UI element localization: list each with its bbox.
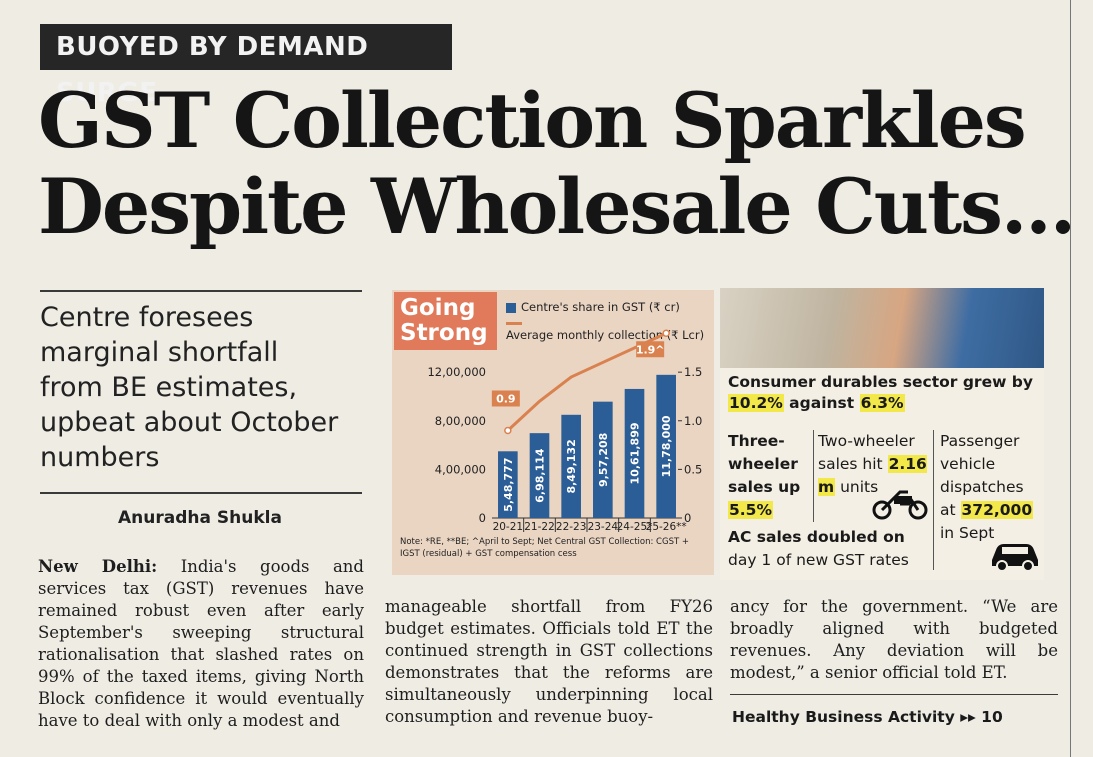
bar-23-24 [593, 401, 613, 518]
legend-bars: Centre's share in GST (₹ cr) [506, 300, 680, 314]
passenger-pre: Passenger vehicle dispatches at [940, 432, 1024, 519]
bar-20-21 [498, 451, 518, 518]
divider-1 [813, 430, 814, 522]
category-label: 25-26** [646, 521, 687, 533]
legend-bar-swatch [506, 302, 516, 313]
chart-plot: 0 4,00,000 8,00,000 12,00,000 0 0.5 1.0 1.5 5,48… [427, 329, 702, 533]
category-label: 24-25* [617, 521, 653, 533]
left-tick-label: 12,00,000 [427, 365, 486, 379]
passenger-value: 372,000 [960, 501, 1034, 519]
page-edge [1070, 0, 1071, 757]
growth-a: 10.2% [728, 394, 784, 412]
shopping-photo [720, 288, 1044, 368]
bar-value-label: 6,98,114 [534, 448, 547, 503]
bar-24-25 [624, 388, 645, 518]
bar-21-22 [529, 433, 550, 518]
durables-headline: Consumer durables sector grew by 10.2% a… [728, 372, 1038, 414]
chart-logo: Going Strong [394, 292, 497, 350]
right-tick-label: 0 [684, 511, 691, 525]
left-tick-label: 4,00,000 [435, 462, 486, 476]
line-point-start [504, 426, 512, 435]
deck-top-rule [40, 290, 362, 292]
motorbike-icon [872, 490, 928, 520]
bar-value-label: 9,57,208 [597, 433, 610, 487]
left-tick-label: 0 [479, 511, 486, 525]
headline: GST Collection Sparkles Despite Wholesal… [38, 76, 1076, 251]
car-icon [992, 544, 1038, 572]
body-column-2: manageable shortfall from FY26 budget es… [385, 597, 713, 726]
legend-line-swatch [506, 322, 522, 325]
deck-bottom-rule [40, 492, 362, 494]
bar-value-label: 10,61,899 [629, 423, 642, 485]
ac-bold: AC sales doubled on [728, 528, 905, 546]
bar-value-label: 5,48,777 [502, 458, 515, 512]
ac-rest: day 1 of new GST rates [728, 551, 909, 569]
passenger-block: Passenger vehicle dispatches at 372,000 … [940, 430, 1044, 545]
passenger-post: in Sept [940, 524, 995, 542]
right-tick-label: 1.0 [684, 414, 702, 428]
byline: Anuradha Shukla [118, 508, 282, 528]
bar-value-label: 8,49,132 [565, 439, 578, 493]
kicker-label: BUOYED BY DEMAND SURGE [40, 24, 452, 108]
bar-22-23 [561, 414, 581, 518]
durables-infographic: Consumer durables sector grew by 10.2% a… [720, 288, 1044, 580]
body-column-1-text: India's goods and services tax (GST) rev… [38, 557, 364, 730]
headline-line-2: Despite Wholesale Cuts... [38, 162, 1076, 251]
category-label: 23-24 [588, 521, 619, 533]
headline-line-1: GST Collection Sparkles [38, 76, 1027, 165]
three-wheeler-value: 5.5% [728, 501, 773, 519]
footer-rule [730, 694, 1058, 695]
three-wheeler-block: Three-wheeler sales up 5.5% [728, 430, 810, 522]
deck: Centre foresees marginal shortfall from … [40, 302, 339, 473]
bar-25-26 [656, 374, 676, 518]
category-label: 21-22 [524, 521, 555, 533]
left-tick-label: 8,00,000 [435, 414, 486, 428]
two-wheeler-post: units [840, 478, 879, 496]
right-tick-label: 0.5 [684, 462, 702, 476]
chart-logo-line-2: Strong [400, 320, 488, 346]
dateline: New Delhi: [38, 557, 158, 576]
durables-headline-mid: against [783, 394, 860, 412]
line-annotation-box [491, 390, 520, 407]
bar-value-label: 11,78,000 [660, 415, 673, 477]
category-label: 20-21 [493, 521, 524, 533]
right-tick-label: 1.5 [684, 365, 702, 379]
ac-block: AC sales doubled on day 1 of new GST rat… [728, 526, 933, 572]
chart-logo-line-1: Going [400, 295, 476, 321]
line-point-end [662, 329, 670, 338]
gst-chart: Going Strong Centre's share in GST (₹ cr… [392, 290, 714, 575]
category-label: 22-23 [556, 521, 587, 533]
chart-note: Note: *RE, **BE; ^April to Sept; Net Cen… [400, 537, 689, 559]
line-annotation-label: 1.9^ [636, 343, 665, 356]
body-column-1: New Delhi: India's goods and services ta… [38, 556, 364, 732]
legend-bar-label: Centre's share in GST (₹ cr) [521, 300, 680, 314]
durables-headline-pre: Consumer durables sector grew by [728, 373, 1033, 391]
body-column-3: ancy for the government. “We are broadly… [730, 597, 1058, 682]
divider-2 [933, 430, 934, 570]
two-wheeler-pre: Two-wheeler sales hit [818, 432, 915, 473]
three-wheeler-text: Three-wheeler sales up [728, 432, 801, 496]
line-annotation-box [636, 341, 665, 358]
line-annotation-label: 0.9 [496, 392, 516, 405]
continuation-link[interactable]: Healthy Business Activity ▸▸ 10 [732, 708, 1003, 726]
two-wheeler-block: Two-wheeler sales hit 2.16 m units [818, 430, 936, 499]
growth-b: 6.3% [859, 394, 905, 412]
